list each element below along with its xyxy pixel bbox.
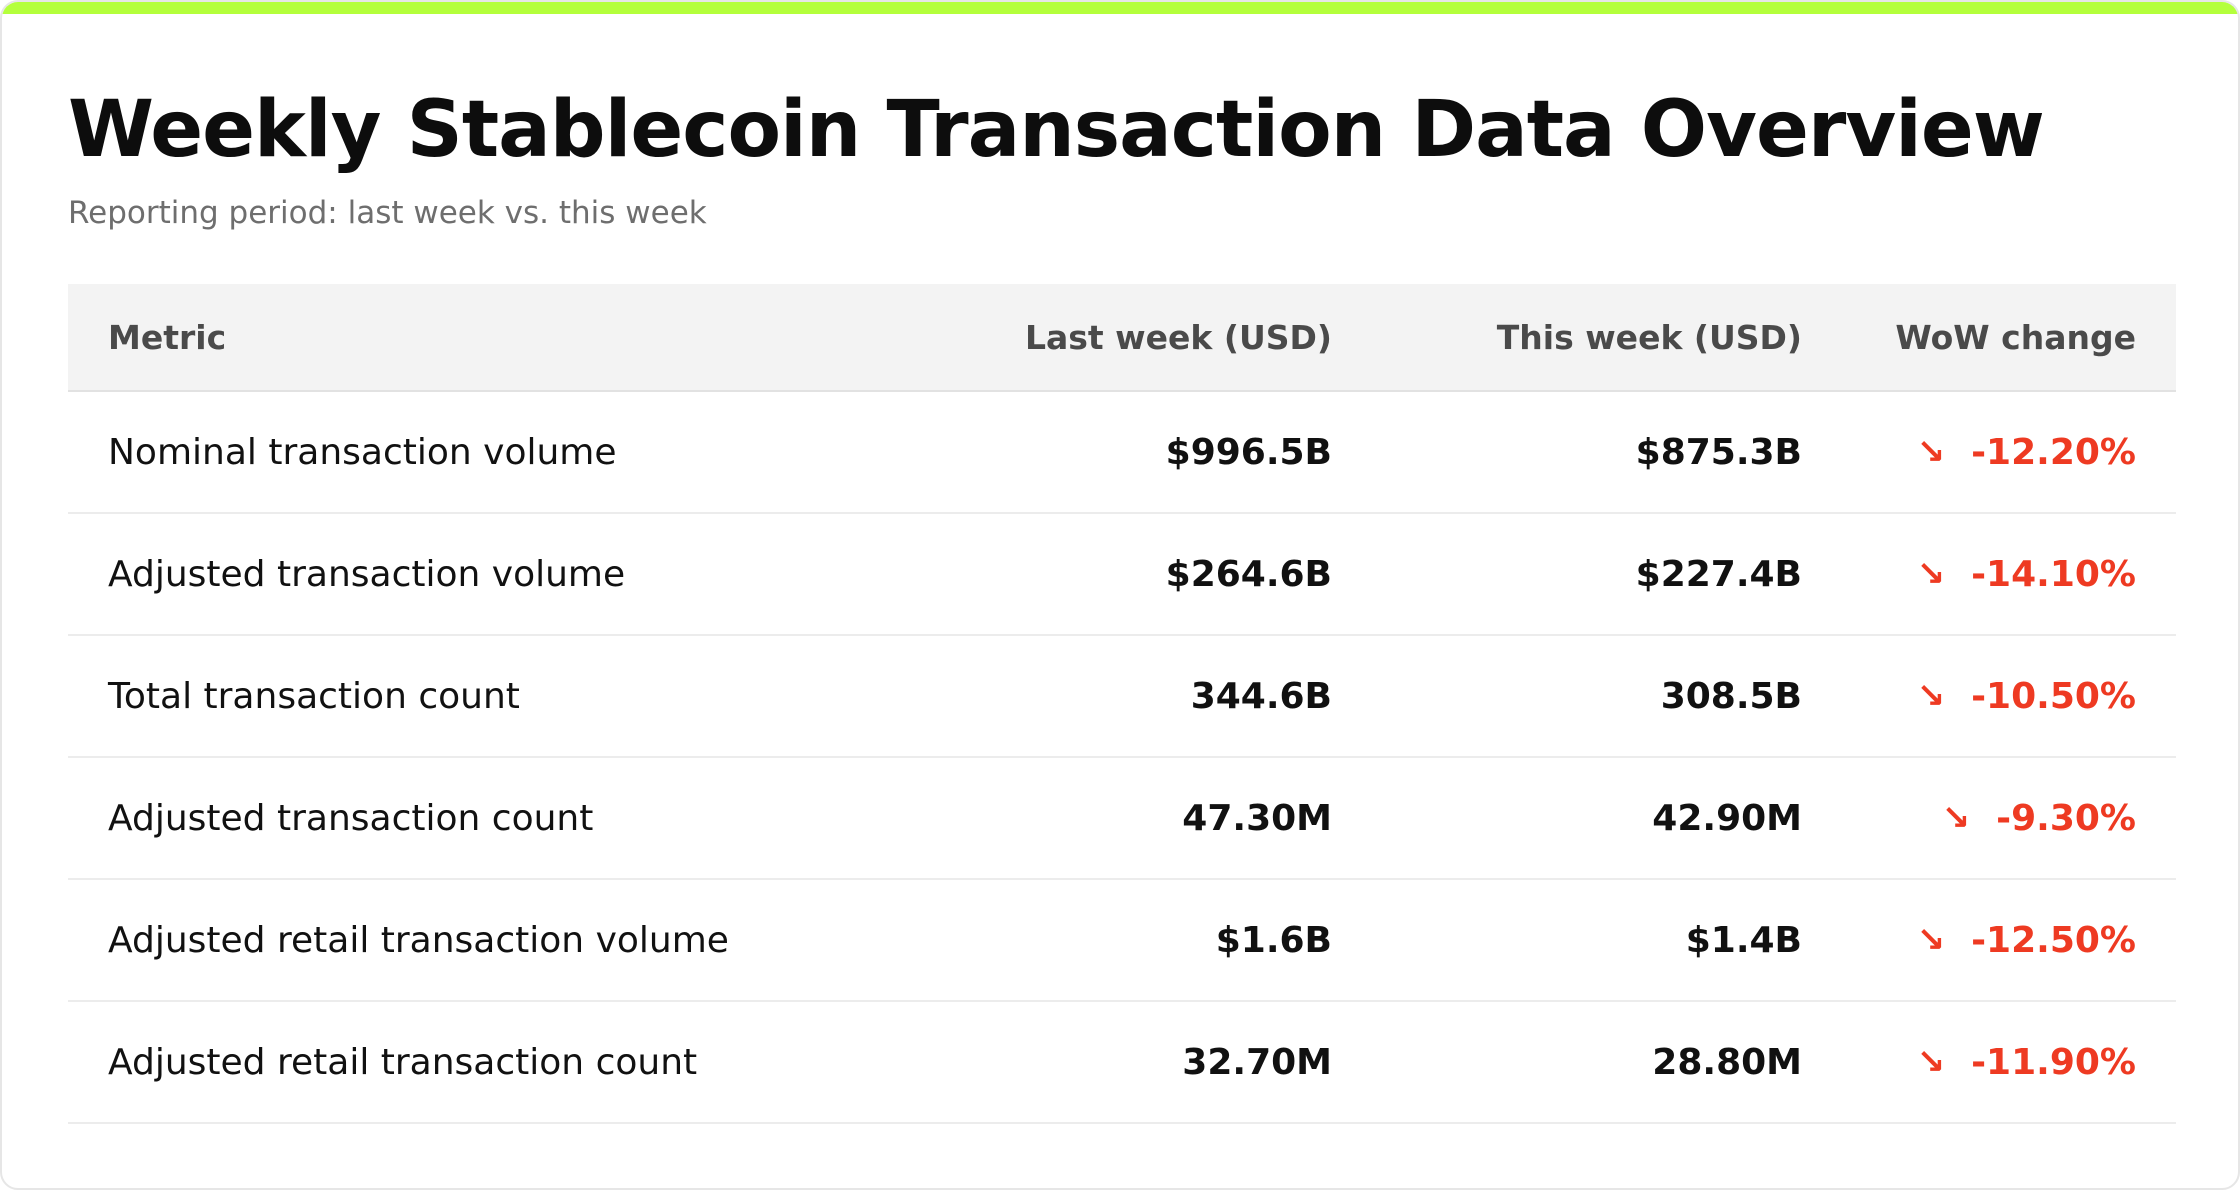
- wow-change-value: -11.90%: [1971, 1041, 2136, 1083]
- this-week-cell: $875.3B: [1635, 431, 1802, 473]
- arrow-down-right-icon: ↘: [1916, 432, 1946, 473]
- metric-cell: Total transaction count: [108, 675, 520, 717]
- wow-change-cell: ↘ -12.20%: [1802, 431, 2176, 473]
- last-week-cell: 344.6B: [1190, 675, 1332, 717]
- wow-change-value: -12.20%: [1971, 431, 2136, 473]
- this-week-cell: 42.90M: [1652, 797, 1802, 839]
- last-week-cell: $1.6B: [1215, 919, 1332, 961]
- wow-change-value: -14.10%: [1971, 553, 2136, 595]
- this-week-cell: 308.5B: [1660, 675, 1802, 717]
- column-header-metric: Metric: [108, 317, 227, 357]
- arrow-down-right-icon: ↘: [1916, 920, 1946, 961]
- last-week-cell: $996.5B: [1165, 431, 1332, 473]
- page-title: Weekly Stablecoin Transaction Data Overv…: [68, 85, 2045, 175]
- reporting-period-subtitle: Reporting period: last week vs. this wee…: [68, 195, 707, 231]
- metric-cell: Adjusted transaction count: [108, 797, 594, 839]
- last-week-cell: 32.70M: [1182, 1041, 1332, 1083]
- arrow-down-right-icon: ↘: [1916, 554, 1946, 595]
- column-header-last-week: Last week (USD): [1024, 317, 1332, 357]
- table-row: Adjusted transaction volume $264.6B $227…: [68, 514, 2176, 636]
- metric-cell: Adjusted transaction volume: [108, 553, 626, 595]
- accent-bar: [2, 2, 2238, 14]
- this-week-cell: 28.80M: [1652, 1041, 1802, 1083]
- this-week-cell: $1.4B: [1685, 919, 1802, 961]
- table-header-row: Metric Last week (USD) This week (USD) W…: [68, 284, 2176, 392]
- table-row: Adjusted transaction count 47.30M 42.90M…: [68, 758, 2176, 880]
- metric-cell: Nominal transaction volume: [108, 431, 617, 473]
- metric-cell: Adjusted retail transaction count: [108, 1041, 698, 1083]
- metric-cell: Adjusted retail transaction volume: [108, 919, 729, 961]
- wow-change-cell: ↘ -14.10%: [1802, 553, 2176, 595]
- arrow-down-right-icon: ↘: [1916, 676, 1946, 717]
- table-row: Total transaction count 344.6B 308.5B ↘ …: [68, 636, 2176, 758]
- wow-change-value: -9.30%: [1996, 797, 2136, 839]
- wow-change-value: -10.50%: [1971, 675, 2136, 717]
- wow-change-cell: ↘ -10.50%: [1802, 675, 2176, 717]
- wow-change-cell: ↘ -12.50%: [1802, 919, 2176, 961]
- column-header-this-week: This week (USD): [1496, 317, 1802, 357]
- arrow-down-right-icon: ↘: [1941, 798, 1971, 839]
- wow-change-value: -12.50%: [1971, 919, 2136, 961]
- wow-change-cell: ↘ -11.90%: [1802, 1041, 2176, 1083]
- column-header-wow-change: WoW change: [1895, 317, 2136, 357]
- arrow-down-right-icon: ↘: [1916, 1042, 1946, 1083]
- table-row: Nominal transaction volume $996.5B $875.…: [68, 392, 2176, 514]
- this-week-cell: $227.4B: [1635, 553, 1802, 595]
- wow-change-cell: ↘ -9.30%: [1802, 797, 2176, 839]
- table-row: Adjusted retail transaction volume $1.6B…: [68, 880, 2176, 1002]
- table-row: Adjusted retail transaction count 32.70M…: [68, 1002, 2176, 1124]
- last-week-cell: 47.30M: [1182, 797, 1332, 839]
- last-week-cell: $264.6B: [1165, 553, 1332, 595]
- transaction-data-table: Metric Last week (USD) This week (USD) W…: [68, 284, 2176, 1124]
